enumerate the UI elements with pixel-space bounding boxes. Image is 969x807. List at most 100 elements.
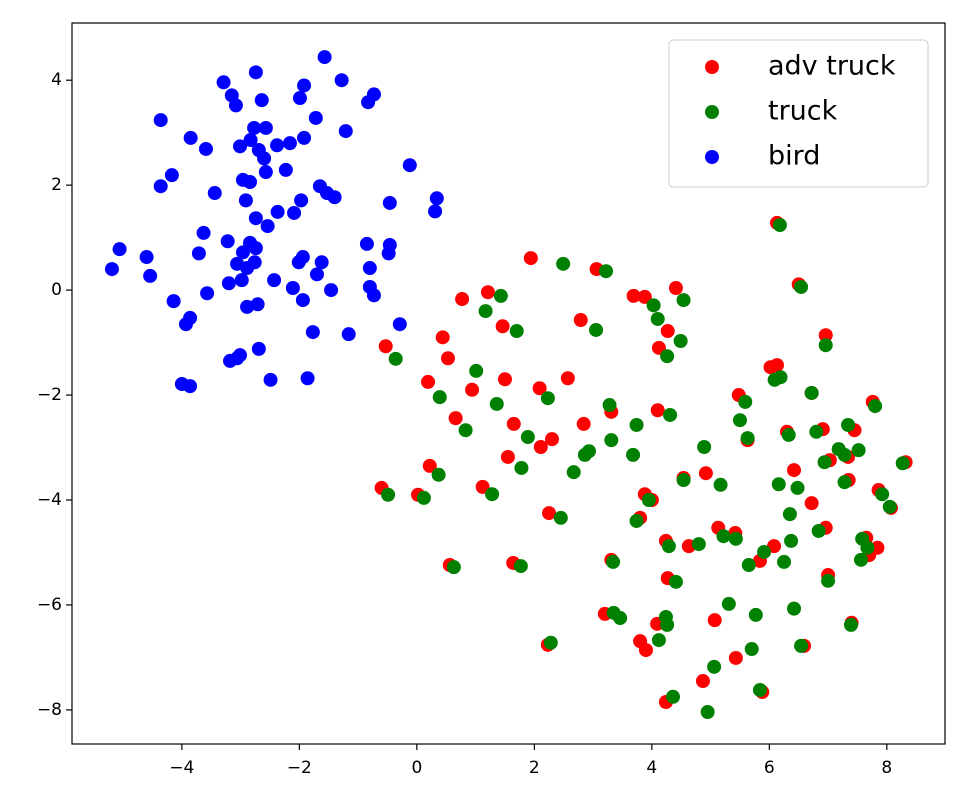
point <box>606 554 621 569</box>
point <box>243 133 258 148</box>
point <box>697 439 712 454</box>
point <box>324 283 339 298</box>
point <box>153 179 168 194</box>
point <box>196 225 211 240</box>
point <box>402 158 417 173</box>
y-tick-label: −4 <box>37 490 62 510</box>
point <box>668 280 683 295</box>
point <box>258 165 273 180</box>
point <box>732 413 747 428</box>
point <box>804 496 819 511</box>
point <box>573 313 588 328</box>
point <box>784 533 799 548</box>
point <box>191 246 206 261</box>
point <box>560 371 575 386</box>
point <box>744 642 759 657</box>
point <box>220 234 235 249</box>
point <box>378 339 393 354</box>
point <box>721 596 736 611</box>
point <box>837 475 852 490</box>
point <box>341 327 356 342</box>
point <box>626 447 641 462</box>
point <box>790 480 805 495</box>
point <box>361 95 376 110</box>
point <box>421 374 436 389</box>
point <box>381 246 396 261</box>
point <box>661 539 676 554</box>
point <box>532 381 547 396</box>
point <box>868 399 883 414</box>
point <box>604 433 619 448</box>
point <box>285 280 300 295</box>
point <box>233 139 248 154</box>
axes-frame <box>71 22 946 745</box>
y-tick-label: 0 <box>51 280 62 300</box>
point <box>660 324 675 339</box>
point <box>728 531 743 546</box>
point <box>440 351 455 366</box>
point <box>771 477 786 492</box>
point <box>480 285 495 300</box>
point <box>497 372 512 387</box>
y-tick-label: −6 <box>37 595 62 615</box>
point <box>327 190 342 205</box>
x-tick-label: 0 <box>411 758 422 778</box>
point <box>637 289 652 304</box>
point <box>787 463 802 478</box>
point <box>278 162 293 177</box>
point <box>777 554 792 569</box>
point <box>772 218 787 233</box>
point <box>566 465 581 480</box>
point <box>432 390 447 405</box>
point <box>495 319 510 334</box>
point <box>509 324 524 339</box>
point <box>287 205 302 220</box>
point <box>757 544 772 559</box>
legend-box <box>668 39 929 188</box>
point <box>381 487 396 502</box>
point <box>216 75 231 90</box>
point <box>767 372 782 387</box>
legend-marker <box>705 60 719 74</box>
point <box>691 537 706 552</box>
point <box>641 492 656 507</box>
point <box>651 633 666 648</box>
point <box>251 341 266 356</box>
point <box>153 113 168 128</box>
point <box>183 379 198 394</box>
point <box>707 659 722 674</box>
point <box>895 456 910 471</box>
point <box>787 601 802 616</box>
plot-area <box>104 50 913 719</box>
x-tick-label: 6 <box>764 758 775 778</box>
point <box>875 487 890 502</box>
point <box>860 540 875 555</box>
point <box>270 138 285 153</box>
point <box>533 439 548 454</box>
point <box>267 273 282 288</box>
point <box>577 447 592 462</box>
point <box>542 506 557 521</box>
legend-label: bird <box>768 141 820 172</box>
point <box>416 490 431 505</box>
point <box>602 398 617 413</box>
point <box>428 204 443 219</box>
legend-marker <box>705 105 719 119</box>
x-tick-label: 8 <box>881 758 892 778</box>
point <box>740 431 755 446</box>
point <box>676 473 691 488</box>
point <box>230 351 245 366</box>
legend: adv truck truck bird <box>668 39 929 188</box>
point <box>794 638 809 653</box>
point <box>294 193 309 208</box>
point <box>359 236 374 251</box>
point <box>166 294 181 309</box>
point <box>317 50 332 65</box>
point <box>263 372 278 387</box>
point <box>700 704 715 719</box>
point <box>821 573 836 588</box>
point <box>164 168 179 183</box>
point <box>540 391 555 406</box>
point <box>818 338 833 353</box>
y-tick-label: −8 <box>37 700 62 720</box>
